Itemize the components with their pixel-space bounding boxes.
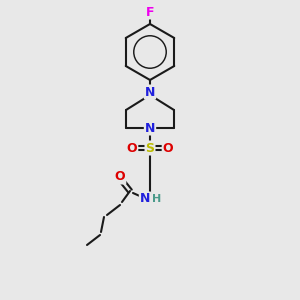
Text: H: H (152, 194, 162, 204)
Text: O: O (127, 142, 137, 154)
Text: S: S (146, 142, 154, 154)
Text: O: O (163, 142, 173, 154)
Text: O: O (115, 170, 125, 184)
Text: N: N (145, 85, 155, 98)
Text: N: N (145, 122, 155, 134)
Text: F: F (146, 5, 154, 19)
Text: N: N (140, 193, 150, 206)
